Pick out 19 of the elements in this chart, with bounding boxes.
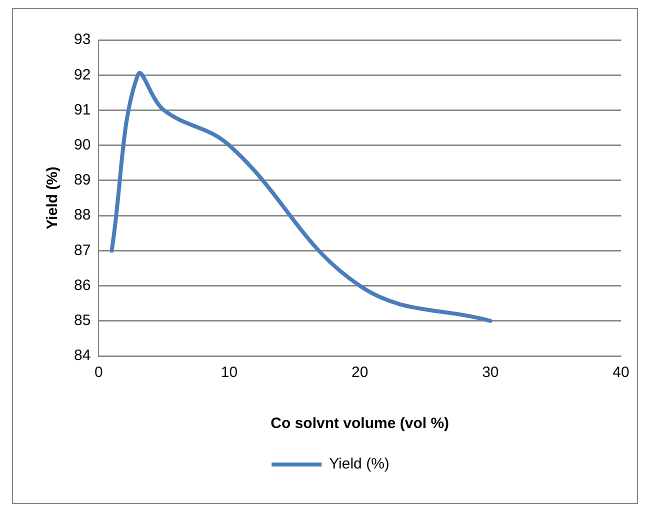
x-tick-label: 0 bbox=[94, 364, 103, 382]
y-tick-label: 87 bbox=[74, 242, 91, 259]
y-tick-label: 85 bbox=[74, 312, 91, 330]
x-tick-label: 30 bbox=[482, 364, 499, 382]
x-tick-label: 40 bbox=[612, 364, 630, 382]
line-series bbox=[110, 72, 492, 323]
x-axis-title: Co solvnt volume (vol %) bbox=[270, 415, 450, 432]
y-tick-label: 91 bbox=[74, 101, 91, 118]
y-tick-label: 89 bbox=[74, 172, 91, 189]
x-tick-label: 20 bbox=[352, 364, 368, 382]
x-tick-label: 10 bbox=[220, 364, 238, 382]
y-tick-label: 92 bbox=[74, 66, 91, 84]
legend-label: Yield (%) bbox=[329, 456, 390, 473]
y-axis-title: Yield (%) bbox=[44, 166, 62, 230]
y-tick-label: 93 bbox=[74, 31, 91, 48]
y-tick-label: 88 bbox=[74, 206, 91, 224]
y-tick-label: 90 bbox=[74, 136, 91, 154]
y-tick-label: 84 bbox=[74, 347, 91, 364]
y-tick-label: 86 bbox=[74, 276, 91, 294]
